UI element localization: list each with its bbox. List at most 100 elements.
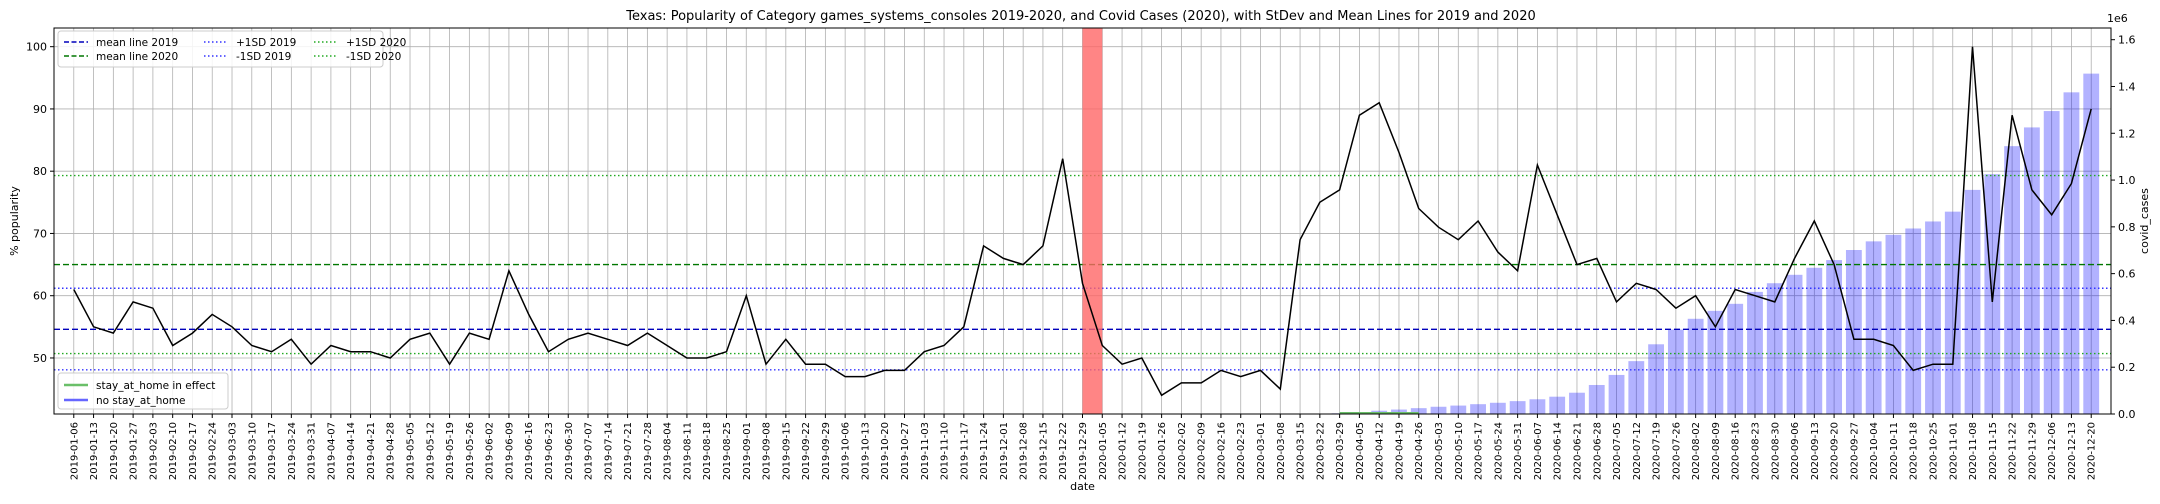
x-tick-label: 2020-01-05 <box>1098 422 1109 480</box>
y2-tick-label: 1.2 <box>2118 127 2136 140</box>
y2-tick-label: 0.0 <box>2118 408 2136 421</box>
x-tick-label: 2020-05-24 <box>1493 422 1504 480</box>
x-tick-label: 2020-11-08 <box>1968 422 1979 480</box>
legend-label: stay_at_home in effect <box>96 380 215 392</box>
x-tick-label: 2019-07-07 <box>584 422 595 480</box>
x-tick-label: 2019-03-10 <box>247 422 258 480</box>
x-tick-label: 2019-02-24 <box>208 422 219 480</box>
x-tick-label: 2020-08-23 <box>1750 422 1761 480</box>
x-tick-label: 2019-09-22 <box>801 422 812 480</box>
x-tick-label: 2020-09-20 <box>1830 422 1841 480</box>
y-tick-label: 80 <box>33 165 47 178</box>
x-tick-label: 2019-10-13 <box>860 422 871 480</box>
covid-bar <box>1826 260 1843 414</box>
y2-tick-label: 0.2 <box>2118 361 2136 374</box>
x-tick-label: 2019-04-14 <box>346 422 357 480</box>
x-tick-label: 2019-12-22 <box>1058 422 1069 480</box>
y2-tick-label: 1.6 <box>2118 34 2136 47</box>
x-tick-label: 2019-09-15 <box>781 422 792 480</box>
x-tick-label: 2019-09-08 <box>762 422 773 480</box>
x-tick-label: 2019-12-01 <box>999 422 1010 480</box>
legend-stay-at-home: stay_at_home in effect no stay_at_home <box>57 372 229 410</box>
covid-bar <box>1964 189 1981 414</box>
x-tick-label: 2020-08-02 <box>1691 422 1702 480</box>
y-tick-label: 60 <box>33 290 47 303</box>
x-tick-label: 2019-08-18 <box>702 422 713 480</box>
x-tick-label: 2019-06-09 <box>504 422 515 480</box>
covid-bar <box>1766 283 1783 414</box>
y2-scale-label: 1e6 <box>2107 12 2128 25</box>
legend-label: mean line 2019 <box>96 37 178 49</box>
x-tick-label: 2019-11-24 <box>979 422 990 480</box>
y-tick-label: 90 <box>33 103 47 116</box>
legend-label: -1SD 2019 <box>236 51 291 63</box>
covid-bar <box>2023 127 2040 414</box>
covid-bar <box>1786 274 1803 414</box>
x-tick-label: 2020-12-20 <box>2087 422 2098 480</box>
y-axis-ticks: 50 60 70 80 90 100 <box>26 41 54 365</box>
x-tick-label: 2019-05-26 <box>465 422 476 480</box>
x-tick-label: 2019-07-28 <box>643 422 654 480</box>
x-tick-label: 2019-07-21 <box>623 422 634 480</box>
x-tick-label: 2020-11-01 <box>1948 422 1959 480</box>
x-tick-label: 2019-03-24 <box>287 422 298 480</box>
highlight-rect <box>1082 28 1103 414</box>
x-tick-label: 2020-04-19 <box>1394 422 1405 480</box>
covid-bar <box>1489 402 1506 414</box>
x-tick-label: 2019-05-12 <box>425 422 436 480</box>
x-tick-label: 2020-11-29 <box>2027 422 2038 480</box>
covid-bar <box>1865 241 1882 414</box>
x-tick-label: 2020-10-18 <box>1909 422 1920 480</box>
x-tick-label: 2020-10-25 <box>1928 422 1939 480</box>
covid-bar <box>1608 374 1625 414</box>
y-axis-label: % popularity <box>8 186 21 256</box>
x-tick-label: 2020-08-30 <box>1770 422 1781 480</box>
x-tick-label: 2019-12-15 <box>1038 422 1049 480</box>
x-tick-label: 2019-02-17 <box>188 422 199 480</box>
legend-label: +1SD 2019 <box>236 37 296 49</box>
covid-bar <box>2083 73 2100 415</box>
x-tick-label: 2019-02-03 <box>148 422 159 480</box>
covid-bar <box>1806 267 1823 414</box>
x-tick-label: 2020-09-13 <box>1810 422 1821 480</box>
popularity-line <box>73 46 2092 397</box>
x-tick-label: 2019-06-02 <box>485 422 496 480</box>
x-tick-label: 2020-06-14 <box>1553 422 1564 480</box>
x-tick-label: 2019-02-10 <box>168 422 179 480</box>
grid <box>54 28 2111 414</box>
covid-bar <box>2043 111 2060 414</box>
covid-bar <box>1648 344 1664 414</box>
x-tick-label: 2019-04-28 <box>386 422 397 480</box>
covid-bar <box>1588 384 1605 414</box>
y2-tick-label: 0.8 <box>2118 221 2136 234</box>
x-tick-label: 2019-06-16 <box>524 422 535 480</box>
x-tick-label: 2019-10-20 <box>880 422 891 480</box>
x-tick-label: 2020-02-23 <box>1236 422 1247 480</box>
covid-bar <box>1944 211 1961 414</box>
x-tick-label: 2019-11-17 <box>959 422 970 480</box>
x-tick-label: 2020-08-16 <box>1731 422 1742 480</box>
x-tick-label: 2019-10-06 <box>841 422 852 480</box>
covid-bar <box>1885 234 1902 414</box>
x-tick-label: 2020-02-16 <box>1216 422 1227 480</box>
covid-bar <box>2063 92 2080 414</box>
x-tick-label: 2019-09-01 <box>742 422 753 480</box>
x-tick-label: 2020-12-06 <box>2047 422 2058 480</box>
legend-label: mean line 2020 <box>96 51 178 63</box>
x-tick-label: 2019-03-03 <box>228 422 239 480</box>
x-tick-label: 2019-05-19 <box>445 422 456 480</box>
covid-bar <box>1569 392 1585 414</box>
x-tick-label: 2020-08-09 <box>1711 422 1722 480</box>
x-tick-label: 2019-11-03 <box>920 422 931 480</box>
legend-label: no stay_at_home <box>96 395 185 407</box>
x-tick-label: 2019-01-06 <box>69 422 80 480</box>
covid-bar <box>1687 318 1704 414</box>
x-tick-label: 2020-11-15 <box>1988 422 1999 480</box>
x-tick-label: 2020-05-10 <box>1454 422 1465 480</box>
x-tick-label: 2020-03-29 <box>1335 422 1346 480</box>
x-tick-label: 2019-01-20 <box>109 422 120 480</box>
legend-mean-sd: mean line 2019 mean line 2020 +1SD 2019 -1S… <box>57 30 406 68</box>
covid-bar <box>1529 399 1546 414</box>
covid-bars <box>1292 73 2100 415</box>
